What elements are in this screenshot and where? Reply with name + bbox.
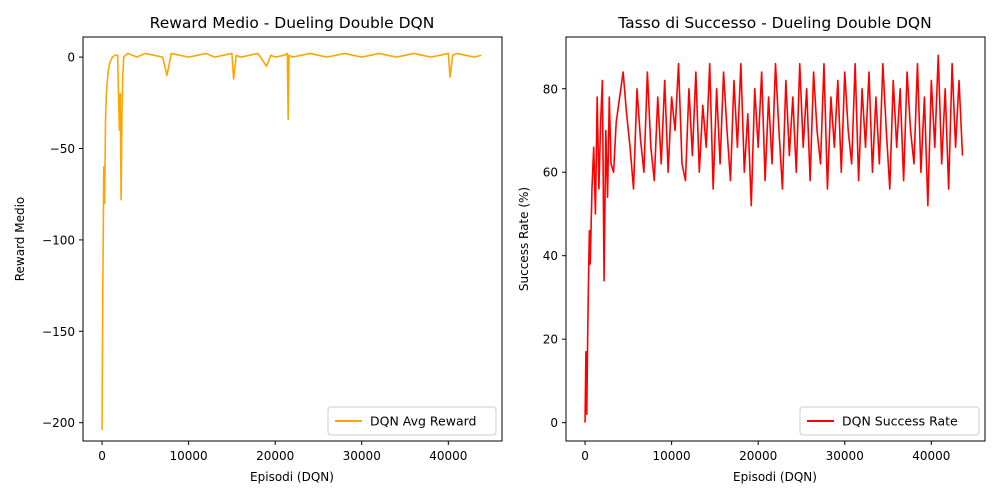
reward-series-line — [101, 52, 482, 431]
reward-y-axis-label: Reward Medio — [13, 197, 27, 282]
reward-x-axis-label: Episodi (DQN) — [250, 470, 334, 484]
reward-subplot: Reward Medio - Dueling Double DQN 0 10000… — [13, 14, 503, 484]
success-chart-title: Tasso di Successo - Dueling Double DQN — [617, 14, 931, 32]
success-plot-frame — [565, 36, 986, 442]
success-x-tick-label: 10000 — [653, 449, 691, 463]
success-legend: DQN Success Rate — [799, 406, 980, 436]
reward-y-tick-label: −100 — [42, 233, 75, 247]
success-y-tick-label: 0 — [550, 416, 558, 430]
reward-plot-frame — [82, 36, 503, 442]
success-x-tick-label: 40000 — [912, 449, 950, 463]
success-x-tick-label: 30000 — [826, 449, 864, 463]
success-series-line — [584, 54, 964, 423]
success-y-tick-label: 20 — [543, 333, 558, 347]
success-y-tick-label: 60 — [543, 166, 558, 180]
reward-legend-label: DQN Avg Reward — [370, 414, 476, 429]
success-x-axis-label: Episodi (DQN) — [733, 470, 817, 484]
reward-y-tick-label: −50 — [50, 142, 75, 156]
reward-y-tick-label: −150 — [42, 325, 75, 339]
reward-chart-title: Reward Medio - Dueling Double DQN — [150, 14, 435, 32]
success-x-tick-label: 0 — [581, 449, 589, 463]
success-y-axis-label: Success Rate (%) — [517, 187, 531, 291]
reward-y-tick-label: 0 — [67, 51, 75, 65]
reward-x-tick-label: 30000 — [343, 449, 381, 463]
reward-y-tick-label: −200 — [42, 416, 75, 430]
reward-x-tick-label: 20000 — [256, 449, 294, 463]
success-legend-box — [799, 406, 980, 436]
success-x-tick-label: 20000 — [739, 449, 777, 463]
success-subplot: Tasso di Successo - Dueling Double DQN 0… — [517, 14, 986, 484]
reward-legend: DQN Avg Reward — [327, 406, 497, 436]
reward-x-tick-label: 0 — [98, 449, 106, 463]
success-legend-label: DQN Success Rate — [842, 414, 958, 429]
reward-x-tick-label: 10000 — [170, 449, 208, 463]
reward-x-tick-label: 40000 — [429, 449, 467, 463]
success-y-tick-label: 40 — [543, 249, 558, 263]
success-y-tick-label: 80 — [543, 82, 558, 96]
reward-legend-box — [327, 406, 497, 436]
